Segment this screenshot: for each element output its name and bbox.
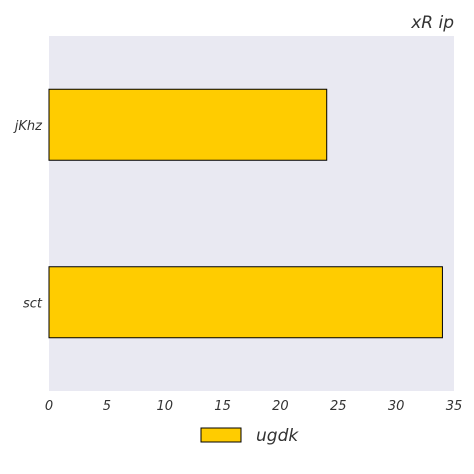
x-tick-label-30: 30 [388, 399, 405, 414]
legend: ugdk [200, 426, 299, 446]
bars-group [48, 88, 443, 339]
x-tick-label-0: 0 [45, 399, 53, 414]
x-tick-labels: 0 5 10 15 20 25 30 35 [45, 399, 462, 414]
y-tick-label-jKhz: jKhz [13, 119, 43, 134]
chart-title: xR ip [410, 13, 454, 33]
x-tick-label-15: 15 [214, 399, 231, 414]
x-tick-label-35: 35 [446, 399, 463, 414]
bar-jKhz [48, 88, 328, 161]
bar-sct [48, 266, 443, 339]
y-tick-labels: sct jKhz [13, 119, 43, 312]
legend-label: ugdk [256, 426, 299, 446]
x-tick-label-10: 10 [156, 399, 173, 414]
legend-swatch [200, 427, 242, 443]
x-tick-label-5: 5 [103, 399, 111, 414]
x-tick-label-20: 20 [272, 399, 289, 414]
y-tick-label-sct: sct [23, 296, 43, 311]
x-tick-label-25: 25 [330, 399, 347, 414]
